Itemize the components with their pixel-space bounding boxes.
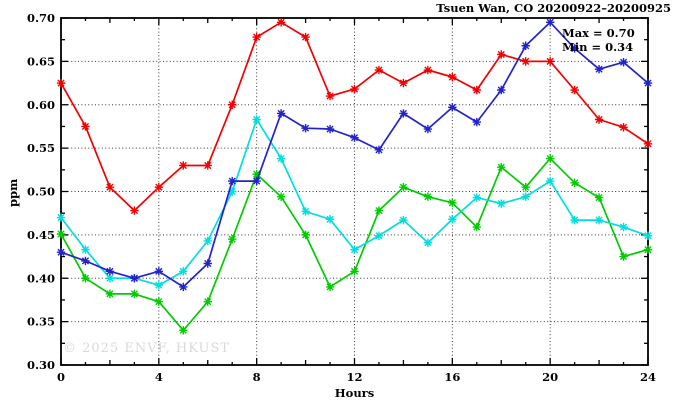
- svg-text:0.45: 0.45: [27, 228, 55, 242]
- svg-text:0.60: 0.60: [27, 98, 55, 112]
- legend-min-value: Min = 0.34: [562, 40, 634, 54]
- svg-text:0.40: 0.40: [27, 271, 55, 285]
- x-axis-label: Hours: [334, 386, 375, 400]
- svg-text:0.30: 0.30: [27, 358, 55, 372]
- svg-text:16: 16: [444, 370, 460, 384]
- svg-text:0.35: 0.35: [27, 315, 55, 329]
- y-axis-label: ppm: [6, 178, 20, 207]
- svg-text:0.70: 0.70: [27, 11, 55, 25]
- svg-text:24: 24: [640, 370, 656, 384]
- svg-text:12: 12: [346, 370, 362, 384]
- svg-text:0.55: 0.55: [27, 141, 55, 155]
- svg-text:4: 4: [155, 370, 163, 384]
- chart-title: Tsuen Wan, CO 20200922–20200925: [436, 1, 671, 15]
- max-min-legend: Max = 0.70 Min = 0.34: [562, 26, 635, 54]
- watermark-text: © 2025 ENVF, HKUST: [63, 341, 230, 356]
- svg-text:8: 8: [253, 370, 261, 384]
- svg-text:0.65: 0.65: [27, 54, 55, 68]
- svg-text:0.50: 0.50: [27, 185, 55, 199]
- svg-text:0: 0: [57, 370, 65, 384]
- legend-max-value: Max = 0.70: [562, 26, 635, 40]
- svg-text:20: 20: [542, 370, 558, 384]
